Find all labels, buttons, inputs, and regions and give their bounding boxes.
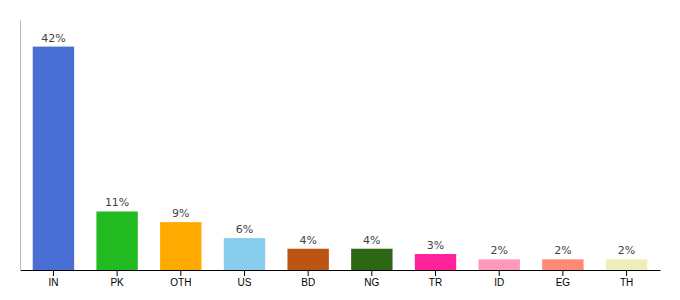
x-tick-mark bbox=[117, 270, 118, 276]
bar bbox=[287, 249, 328, 270]
data-label: 2% bbox=[490, 244, 507, 257]
data-labels: 42% 11% 9% 6% 4% 4% 3% 2% 2% 2% bbox=[41, 32, 635, 258]
x-tick-label: ID bbox=[494, 277, 504, 288]
x-tick-mark bbox=[308, 270, 309, 276]
x-tick-label: NG bbox=[364, 277, 379, 288]
data-label: 2% bbox=[618, 244, 635, 257]
x-tick: PK bbox=[110, 270, 124, 288]
bars bbox=[33, 47, 648, 270]
x-tick-mark bbox=[562, 270, 563, 276]
x-tick-label: BD bbox=[301, 277, 315, 288]
x-tick-mark bbox=[626, 270, 627, 276]
x-tick: NG bbox=[364, 270, 379, 288]
x-tick-mark bbox=[180, 270, 181, 276]
x-tick: US bbox=[238, 270, 252, 288]
data-label: 2% bbox=[554, 244, 571, 257]
x-tick: OTH bbox=[170, 270, 191, 288]
x-tick-mark bbox=[499, 270, 500, 276]
x-tick-mark bbox=[371, 270, 372, 276]
x-tick: EG bbox=[556, 270, 571, 288]
bar bbox=[224, 238, 265, 270]
data-label: 6% bbox=[236, 223, 253, 236]
bar bbox=[542, 259, 583, 270]
data-label: 11% bbox=[105, 196, 129, 209]
x-tick-label: EG bbox=[556, 277, 571, 288]
x-tick-label: IN bbox=[48, 277, 58, 288]
x-tick: IN bbox=[48, 270, 58, 288]
bar bbox=[351, 249, 392, 270]
data-label: 4% bbox=[363, 234, 380, 247]
x-tick-mark bbox=[53, 270, 54, 276]
data-label: 9% bbox=[172, 207, 189, 220]
bar bbox=[96, 211, 137, 270]
y-axis-line bbox=[20, 21, 21, 271]
x-tick-label: TH bbox=[620, 277, 633, 288]
y-axis bbox=[20, 21, 21, 271]
x-tick-label: PK bbox=[110, 277, 124, 288]
bar bbox=[415, 254, 456, 270]
bar bbox=[33, 47, 74, 270]
chart: IN PK OTH US BD NG TR ID EG TH 42% 11% 9% 6% 4% 4% 3% 2% 2… bbox=[0, 0, 680, 300]
x-tick: BD bbox=[301, 270, 315, 288]
data-label: 4% bbox=[299, 234, 316, 247]
x-tick: TH bbox=[620, 270, 633, 288]
plot: IN PK OTH US BD NG TR ID EG TH 42% 11% 9% 6% 4% 4% 3% 2% 2… bbox=[21, 21, 661, 289]
x-axis: IN PK OTH US BD NG TR ID EG TH bbox=[21, 270, 661, 288]
x-tick-label: TR bbox=[429, 277, 442, 288]
x-tick-mark bbox=[435, 270, 436, 276]
bar bbox=[479, 259, 520, 270]
x-tick-mark bbox=[244, 270, 245, 276]
x-tick: TR bbox=[429, 270, 442, 288]
data-label: 3% bbox=[427, 239, 444, 252]
data-label: 42% bbox=[41, 32, 65, 45]
x-tick-label: OTH bbox=[170, 277, 191, 288]
bar bbox=[606, 259, 647, 270]
x-tick: ID bbox=[494, 270, 504, 288]
x-axis-line bbox=[21, 270, 661, 271]
x-tick-label: US bbox=[238, 277, 252, 288]
bar bbox=[160, 222, 201, 270]
